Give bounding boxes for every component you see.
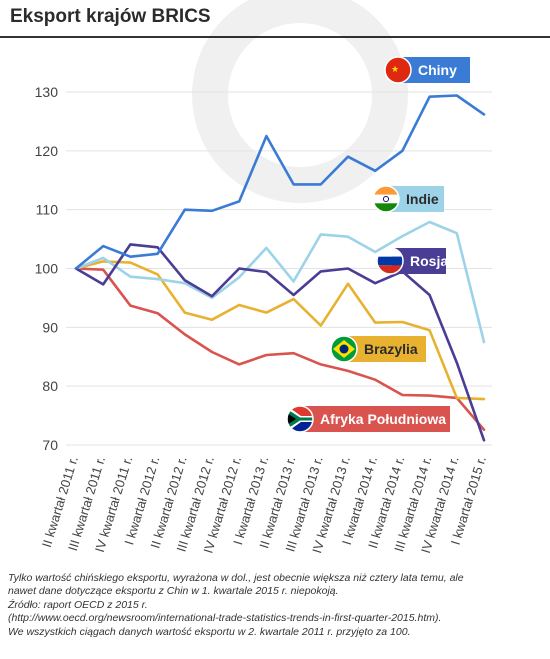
watermark-logo — [192, 0, 408, 203]
flag-band — [373, 203, 399, 212]
footnote-line: Tylko wartość chińskiego eksportu, wyraż… — [8, 572, 464, 584]
flag-body — [373, 186, 399, 212]
flag-y-green — [287, 409, 313, 429]
series-line-chiny — [74, 94, 486, 270]
flag-band — [377, 265, 403, 274]
flag-ring — [286, 405, 314, 433]
header: Eksport krajów BRICS — [0, 0, 550, 36]
flag-globe — [339, 344, 349, 354]
flag-ring — [372, 185, 400, 213]
footnote-url: (http://www.oecd.org/newsroom/internatio… — [8, 612, 442, 625]
y-axis: 70 80 90 100 110 120 130 — [35, 84, 59, 453]
flag-wheel — [382, 195, 390, 203]
series-name: Indie — [406, 191, 439, 207]
y-tick-label: 130 — [35, 84, 59, 100]
flag-triangle — [287, 413, 296, 425]
flag-band — [373, 194, 399, 204]
flag-body — [377, 248, 403, 274]
flag-ring — [384, 56, 412, 84]
x-axis: II kwartał 2011 r.III kwartał 2011 r.IV … — [39, 454, 489, 554]
series-name: Brazylia — [364, 341, 418, 357]
flag-body — [287, 406, 313, 432]
flag-icon-in — [372, 185, 400, 213]
footnote-line: We wszystkich ciągach danych wartość eks… — [8, 625, 411, 638]
series-labels: Chiny ★ Indie Rosja Brazylia Afryka Południow… — [286, 56, 470, 433]
flag-band — [373, 186, 399, 195]
y-tick-label: 120 — [35, 143, 59, 159]
flag-icon-za — [286, 405, 314, 433]
y-tick-label: 110 — [36, 202, 59, 218]
flag-band — [377, 248, 403, 257]
series-name: Afryka Południowa — [320, 411, 446, 427]
flag-ring — [330, 335, 358, 363]
flag-icon-ru — [376, 247, 404, 275]
line-chart: 70 80 90 100 110 120 130 II kwartał 2011 r.III… — [35, 0, 492, 555]
series-label-afryka: Afryka Południowa — [286, 405, 450, 433]
flag-icon-br — [330, 335, 358, 363]
flag-icon-cn: ★ — [384, 56, 412, 84]
footnote-line: nawet dane dotyczące eksportu z Chin w 1… — [8, 585, 339, 598]
footnote: Tylko wartość chińskiego eksportu, wyraż… — [8, 572, 544, 639]
series-name: Rosja — [410, 253, 448, 269]
series-label-indie: Indie — [372, 185, 444, 213]
series-line-afryka — [74, 267, 486, 432]
y-tick-label: 80 — [42, 378, 58, 394]
series-label-rosja: Rosja — [376, 247, 448, 275]
series-line-indie — [74, 220, 486, 344]
y-tick-label: 90 — [42, 319, 58, 335]
title-rule — [0, 36, 550, 38]
series-line-rosja — [74, 243, 486, 442]
label-box — [302, 406, 450, 432]
footnote-source: Źródło: raport OECD z 2015 r. — [8, 598, 148, 611]
flag-ring — [376, 247, 404, 275]
series-name: Chiny — [418, 62, 457, 78]
series-label-brazylia: Brazylia — [330, 335, 426, 363]
y-tick-label: 70 — [42, 437, 58, 453]
y-tick-label: 100 — [35, 261, 59, 277]
series-label-chiny: Chiny ★ — [384, 56, 470, 84]
flag-band — [377, 256, 403, 266]
flag-star: ★ — [391, 64, 399, 74]
series-lines — [74, 94, 486, 442]
chart-title: Eksport krajów BRICS — [10, 6, 211, 27]
label-box — [346, 336, 426, 362]
series-line-brazylia — [74, 260, 486, 401]
